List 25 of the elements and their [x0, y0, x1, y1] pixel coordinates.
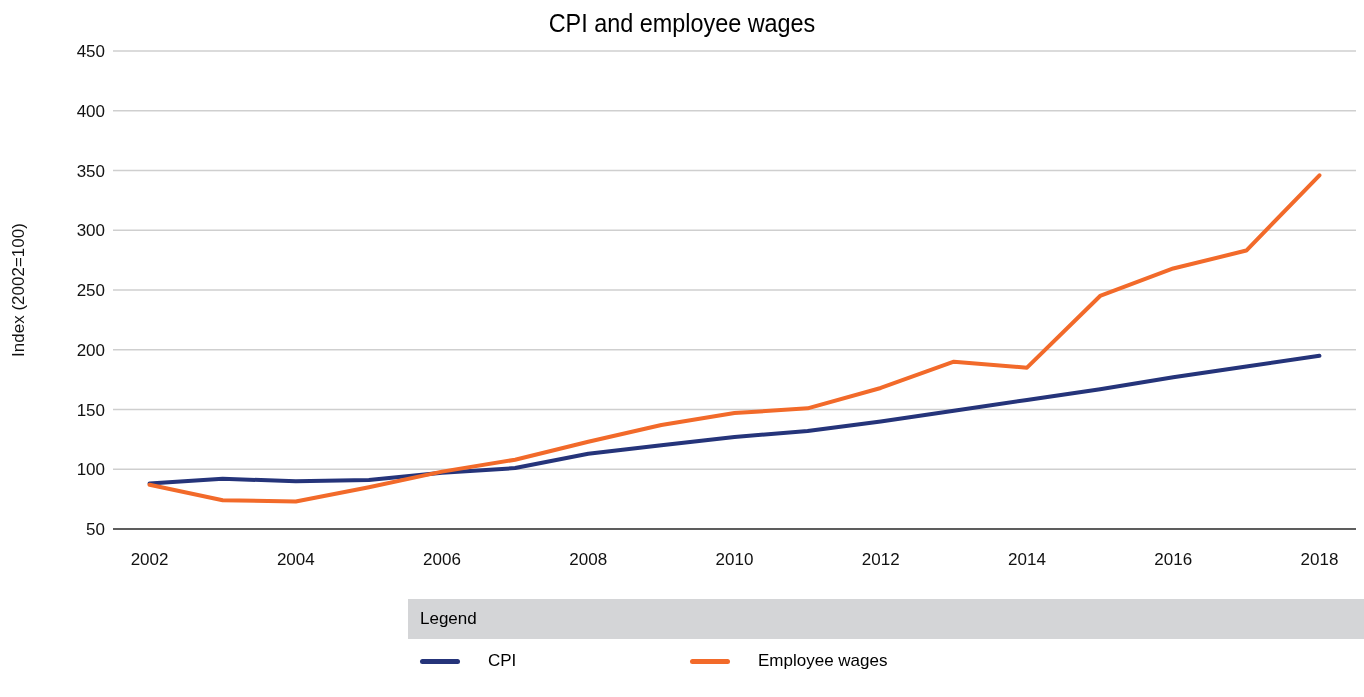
legend-label: Employee wages: [758, 651, 888, 671]
legend-title: Legend: [408, 599, 1364, 639]
x-tick-label: 2012: [861, 550, 900, 570]
line-series: [147, 353, 1322, 486]
y-tick-label: 200: [76, 340, 105, 360]
y-tick-label: 450: [76, 42, 105, 62]
y-tick-label: 50: [86, 520, 105, 540]
x-tick-label: 2004: [276, 550, 315, 570]
y-tick-label: 350: [76, 161, 105, 181]
x-tick-label: 2014: [1008, 550, 1046, 570]
x-tick-label: 2016: [1154, 550, 1193, 570]
x-tick-label: 2010: [715, 550, 754, 570]
y-tick-label: 250: [76, 281, 105, 301]
x-tick-label: 2006: [423, 550, 461, 570]
x-tick-label: 2018: [1300, 550, 1339, 570]
x-tick-label: 2008: [569, 550, 608, 570]
y-tick-label: 100: [76, 460, 105, 480]
legend-label: CPI: [488, 651, 517, 671]
y-tick-label: 150: [76, 400, 105, 420]
chart-title: CPI and employee wages: [547, 8, 817, 39]
line-series: [147, 173, 1322, 504]
y-axis-title: Index (2002=100): [9, 223, 29, 357]
y-tick-label: 400: [76, 101, 105, 121]
x-tick-label: 2002: [130, 550, 169, 570]
y-tick-label: 300: [76, 221, 105, 241]
